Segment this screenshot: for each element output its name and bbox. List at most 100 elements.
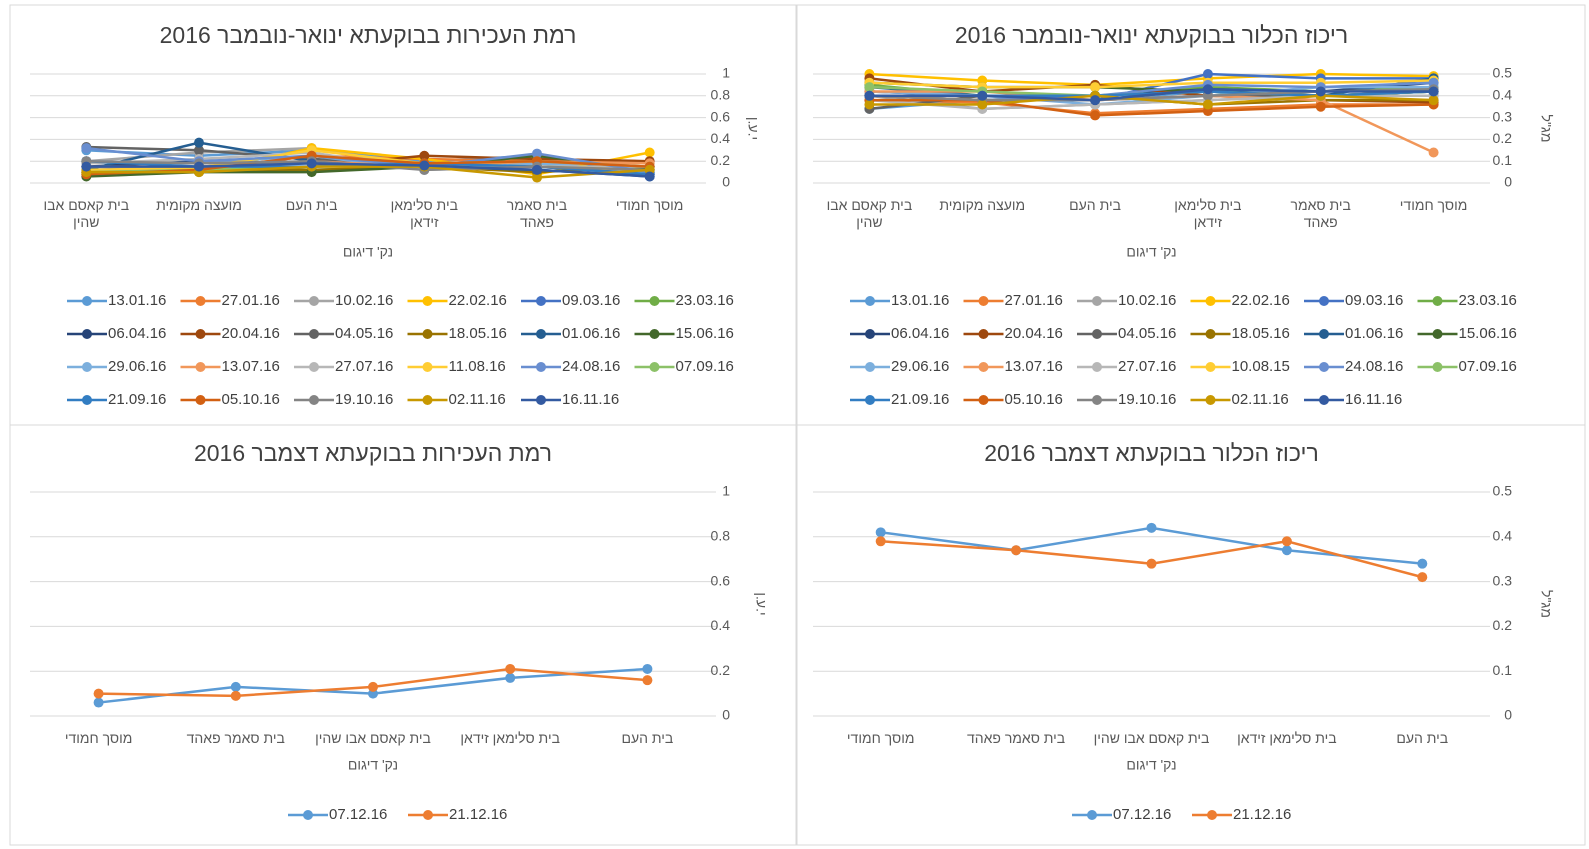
data-point: [977, 99, 988, 110]
legend-marker: [865, 329, 875, 339]
x-tick-label: בית קאסם אבו שהין: [826, 197, 913, 230]
x-tick-label-box: בית קאסם אבו שהין: [315, 730, 431, 746]
legend-marker: [1319, 362, 1329, 372]
y-tick-label: 0.8: [711, 528, 731, 544]
series-line: [869, 88, 1434, 102]
legend-label: 01.06.16: [1345, 325, 1403, 342]
data-point: [1428, 147, 1439, 158]
series-line: [869, 98, 1434, 115]
legend-label: 22.02.16: [449, 292, 507, 309]
legend-marker: [978, 362, 989, 372]
y-tick-label: 0.2: [711, 662, 731, 678]
legend-label: 15.06.16: [1459, 325, 1517, 342]
x-tick-label: בית קאסם אבו שהין: [315, 730, 431, 746]
legend-marker: [1087, 810, 1097, 820]
y-tick-label: 0: [722, 707, 730, 723]
legend-marker: [1432, 296, 1443, 306]
y-tick-label: 0.3: [1493, 572, 1513, 588]
data-point: [1090, 82, 1101, 93]
x-tick-label: בית העם: [285, 197, 338, 213]
legend-marker: [195, 329, 206, 339]
data-point: [1315, 86, 1326, 97]
legend-label: 02.11.16: [449, 391, 506, 408]
legend-marker: [82, 362, 92, 372]
y-tick-label: 0.4: [711, 130, 731, 146]
legend-marker: [422, 395, 433, 405]
data-point: [1428, 95, 1439, 106]
legend-marker: [309, 395, 319, 405]
x-axis-label: נק' דיגום: [343, 244, 393, 260]
legend-marker: [1092, 362, 1102, 372]
legend-marker: [309, 296, 319, 306]
series-line: [869, 72, 1434, 87]
legend-marker: [536, 329, 546, 339]
legend-label: 06.04.16: [108, 325, 166, 342]
data-point: [1146, 522, 1157, 533]
x-tick-label: בית סלימאן זידאן: [390, 197, 458, 230]
legend-marker: [865, 296, 875, 306]
data-point: [81, 161, 92, 172]
legend-label: 15.06.16: [676, 325, 734, 342]
legend-marker: [82, 329, 92, 339]
y-tick-label: 0.2: [1493, 617, 1513, 633]
legend-marker: [1092, 395, 1102, 405]
y-tick-label: 0.2: [1493, 130, 1513, 146]
x-tick-label-box: בית העם: [1069, 197, 1121, 213]
legend-marker: [195, 395, 206, 405]
data-point: [1417, 572, 1428, 583]
x-tick-label-box: בית העם: [1396, 730, 1448, 746]
legend-marker: [1092, 329, 1102, 339]
data-point: [93, 688, 104, 699]
series-line: [86, 154, 650, 176]
legend-marker: [195, 362, 206, 372]
legend-marker: [195, 296, 206, 306]
legend-label: 04.05.16: [1118, 325, 1176, 342]
legend-label: 16.11.16: [1345, 391, 1402, 408]
x-tick-label: בית קאסם אבו שהין: [1093, 730, 1210, 746]
data-point: [419, 150, 430, 161]
data-point: [306, 158, 317, 169]
legend-label: 10.02.16: [335, 292, 393, 309]
x-tick-label-box: מוסך חמודי: [847, 730, 915, 746]
legend-label: 27.01.16: [1005, 292, 1063, 309]
data-point: [532, 172, 542, 183]
data-point: [1011, 545, 1022, 556]
x-tick-label-box: בית העם: [285, 197, 338, 213]
legend-marker: [309, 329, 319, 339]
y-tick-label: 0.4: [711, 617, 731, 633]
y-tick-label: 0: [722, 174, 730, 190]
data-point: [532, 164, 542, 175]
data-point: [368, 681, 378, 692]
series-line: [869, 94, 1434, 106]
legend-label: 19.10.16: [335, 391, 393, 408]
legend-label: 21.12.16: [449, 806, 507, 823]
legend-marker: [649, 329, 660, 339]
series-line: [86, 146, 650, 174]
panel-border: [796, 424, 1586, 846]
y-tick-label: 0.4: [1493, 528, 1513, 544]
x-tick-label-box: בית העם: [621, 730, 673, 746]
data-point: [194, 137, 204, 148]
legend-label: 29.06.16: [891, 358, 949, 375]
x-tick-label-box: מועצה מקומית: [939, 197, 1026, 213]
data-point: [1315, 101, 1326, 112]
x-tick-label-box: מוסך חמודי: [65, 730, 133, 746]
legend-label: 13.07.16: [1005, 358, 1063, 375]
y-axis-label: מג"ל: [1538, 115, 1554, 143]
legend-label: 20.04.16: [222, 325, 280, 342]
data-point: [875, 527, 886, 538]
legend-label: 27.01.16: [222, 292, 280, 309]
y-tick-label: 0.3: [1493, 108, 1513, 124]
legend-label: 18.05.16: [449, 325, 507, 342]
legend-label: 22.02.16: [1232, 292, 1290, 309]
legend-marker: [82, 296, 92, 306]
legend-marker: [1319, 329, 1329, 339]
y-axis-label: מג"ל: [1538, 590, 1554, 618]
data-point: [864, 82, 875, 93]
data-point: [93, 697, 104, 708]
x-tick-label: מועצה מקומית: [939, 197, 1026, 213]
data-point: [230, 681, 241, 692]
data-point: [1281, 536, 1292, 547]
x-tick-label: בית קאסם אבו שהין: [43, 197, 130, 230]
